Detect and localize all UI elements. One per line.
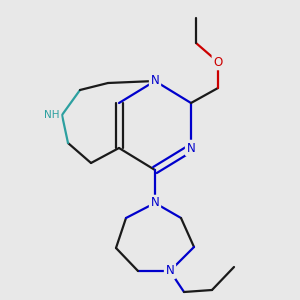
Text: N: N <box>166 265 174 278</box>
Text: N: N <box>187 142 195 154</box>
Text: N: N <box>151 74 159 88</box>
Text: NH: NH <box>44 110 60 120</box>
Text: N: N <box>151 196 159 209</box>
Text: O: O <box>213 56 223 68</box>
